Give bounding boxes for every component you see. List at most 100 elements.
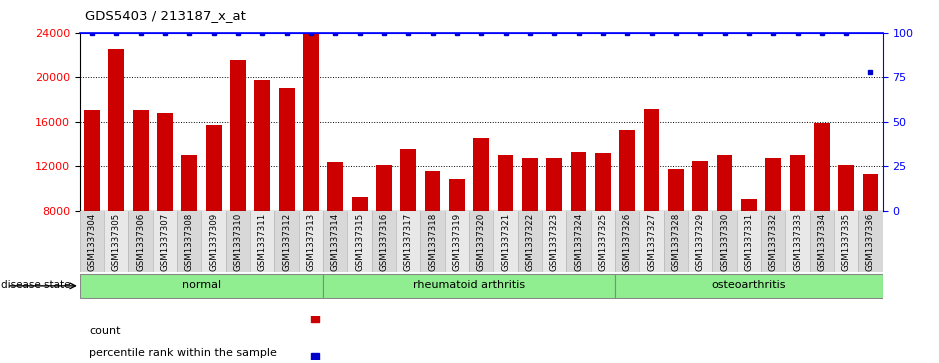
Bar [664, 211, 688, 272]
Text: GSM1337326: GSM1337326 [623, 212, 632, 271]
Bar [449, 179, 465, 211]
Text: GSM1337313: GSM1337313 [306, 212, 316, 271]
Bar [396, 211, 421, 272]
Bar [376, 165, 392, 211]
Bar [129, 211, 153, 272]
Bar [571, 152, 587, 211]
Text: GSM1337336: GSM1337336 [866, 212, 875, 271]
Bar [347, 211, 372, 272]
Bar [85, 110, 100, 211]
Bar [790, 155, 806, 211]
Bar [834, 211, 858, 272]
Bar [765, 158, 781, 211]
Bar [639, 211, 664, 272]
Bar [250, 211, 274, 272]
Bar [761, 211, 785, 272]
Bar [352, 197, 367, 211]
Bar [230, 61, 246, 211]
Bar [809, 211, 834, 272]
Bar [620, 131, 635, 211]
Bar [498, 155, 514, 211]
Text: GSM1337309: GSM1337309 [209, 212, 218, 270]
Bar [566, 211, 591, 272]
Text: percentile rank within the sample: percentile rank within the sample [89, 348, 277, 358]
Text: GSM1337319: GSM1337319 [453, 212, 461, 270]
Bar [741, 199, 757, 211]
Bar [323, 274, 615, 298]
Text: GSM1337334: GSM1337334 [817, 212, 826, 271]
Bar [400, 150, 416, 211]
Bar [643, 109, 659, 211]
Bar [80, 274, 323, 298]
Text: GSM1337310: GSM1337310 [234, 212, 242, 271]
Bar [713, 211, 737, 272]
Text: GSM1337312: GSM1337312 [282, 212, 291, 271]
Bar [591, 211, 615, 272]
Bar [372, 211, 396, 272]
Bar [157, 113, 173, 211]
Bar [104, 211, 129, 272]
Text: normal: normal [182, 280, 221, 290]
Bar [595, 153, 610, 211]
Bar [80, 211, 104, 272]
Bar [517, 211, 542, 272]
Bar [328, 162, 343, 211]
Text: disease state: disease state [1, 280, 70, 290]
Bar [863, 174, 878, 211]
Text: GSM1337304: GSM1337304 [87, 212, 97, 271]
Text: GSM1337305: GSM1337305 [112, 212, 121, 271]
Bar [473, 138, 489, 211]
Bar [542, 211, 566, 272]
Bar [546, 158, 562, 211]
Bar [279, 88, 295, 211]
Bar [785, 211, 809, 272]
Text: GDS5403 / 213187_x_at: GDS5403 / 213187_x_at [85, 9, 245, 22]
Text: GSM1337317: GSM1337317 [404, 212, 413, 271]
Bar [225, 211, 250, 272]
Text: GSM1337325: GSM1337325 [598, 212, 608, 271]
Text: GSM1337330: GSM1337330 [720, 212, 729, 271]
Text: GSM1337320: GSM1337320 [477, 212, 485, 271]
Bar [839, 165, 854, 211]
Text: GSM1337306: GSM1337306 [136, 212, 146, 271]
Bar [206, 125, 222, 211]
Bar [692, 160, 708, 211]
Bar [522, 158, 538, 211]
Bar [181, 155, 197, 211]
Bar [299, 211, 323, 272]
Bar [716, 155, 732, 211]
Bar [445, 211, 470, 272]
Bar [202, 211, 225, 272]
Text: GSM1337324: GSM1337324 [574, 212, 583, 271]
Text: GSM1337322: GSM1337322 [526, 212, 534, 271]
Bar [615, 274, 883, 298]
Text: GSM1337329: GSM1337329 [696, 212, 704, 270]
Bar [132, 110, 148, 211]
Text: GSM1337335: GSM1337335 [841, 212, 851, 271]
Text: GSM1337327: GSM1337327 [647, 212, 656, 271]
Bar [470, 211, 493, 272]
Bar [153, 211, 177, 272]
Bar [814, 123, 830, 211]
Bar [274, 211, 299, 272]
Text: GSM1337332: GSM1337332 [769, 212, 777, 271]
Bar [323, 211, 347, 272]
Text: GSM1337308: GSM1337308 [185, 212, 193, 271]
Text: count: count [89, 326, 121, 336]
Text: GSM1337328: GSM1337328 [671, 212, 681, 271]
Text: GSM1337307: GSM1337307 [161, 212, 169, 271]
Bar [858, 211, 883, 272]
Bar [254, 81, 270, 211]
Text: GSM1337331: GSM1337331 [745, 212, 753, 271]
Bar [177, 211, 202, 272]
Text: osteoarthritis: osteoarthritis [712, 280, 786, 290]
Bar [737, 211, 761, 272]
Bar [668, 170, 684, 211]
Text: GSM1337318: GSM1337318 [428, 212, 437, 271]
Text: GSM1337316: GSM1337316 [379, 212, 389, 271]
Text: GSM1337321: GSM1337321 [501, 212, 510, 271]
Text: GSM1337323: GSM1337323 [549, 212, 559, 271]
Text: GSM1337315: GSM1337315 [355, 212, 364, 271]
Bar [493, 211, 517, 272]
Text: GSM1337311: GSM1337311 [258, 212, 267, 271]
